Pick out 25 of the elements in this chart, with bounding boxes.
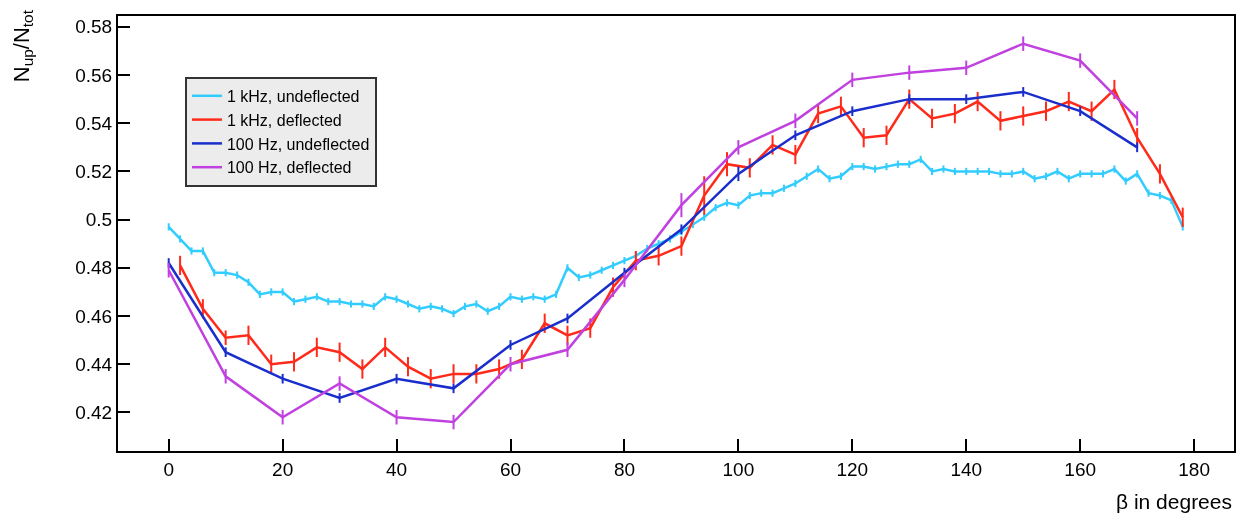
- y-tick-label: 0.56: [75, 64, 113, 86]
- x-tick-label: 80: [613, 458, 636, 480]
- legend-label: 100 Hz, undeflected: [226, 135, 370, 153]
- line-series: [167, 158, 1184, 315]
- legend-label: 1 kHz, deflected: [226, 111, 342, 129]
- y-tick-label: 0.42: [75, 402, 113, 424]
- x-tick-label: 120: [836, 458, 869, 480]
- y-tick-label: 0.48: [75, 257, 113, 279]
- y-tick-label: 0.44: [75, 353, 113, 375]
- legend-label: 100 Hz, deflected: [226, 159, 352, 177]
- x-tick-label: 160: [1064, 458, 1097, 480]
- y-tick-label: 0.5: [85, 209, 113, 231]
- y-tick-label: 0.54: [75, 112, 113, 134]
- x-tick-label: 100: [722, 458, 755, 480]
- y-tick-label: 0.52: [75, 161, 113, 183]
- x-axis-title: β in degrees: [1116, 490, 1232, 513]
- x-tick-label: 60: [499, 458, 522, 480]
- x-tick-label: 40: [386, 458, 408, 480]
- x-tick-label: 140: [950, 458, 983, 480]
- x-tick-label: 20: [272, 458, 294, 480]
- x-tick-label: 180: [1178, 458, 1210, 480]
- y-tick-label: 0.58: [75, 16, 113, 38]
- x-tick-label: 0: [163, 458, 174, 480]
- y-tick-label: 0.46: [75, 305, 113, 327]
- legend-label: 1 kHz, undeflected: [226, 88, 360, 106]
